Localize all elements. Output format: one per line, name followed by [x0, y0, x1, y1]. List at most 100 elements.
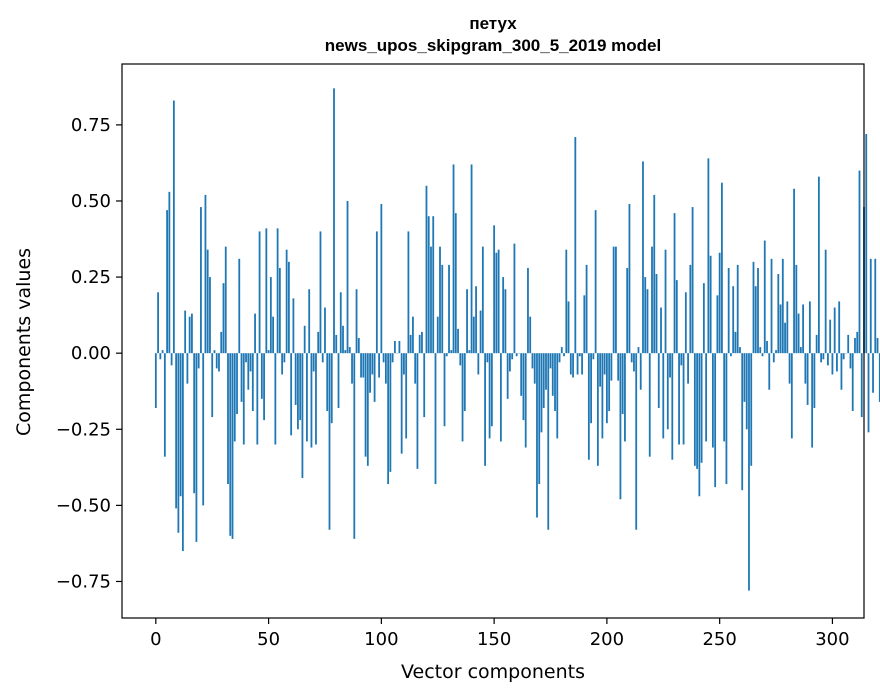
bar — [355, 289, 358, 354]
bar — [172, 100, 175, 354]
bar — [759, 347, 762, 354]
bar — [836, 353, 838, 372]
bar — [651, 246, 653, 354]
bar — [443, 353, 446, 427]
bar — [416, 353, 419, 469]
bar — [515, 353, 518, 357]
bar — [254, 313, 256, 354]
bar — [495, 252, 498, 354]
bar — [820, 353, 823, 363]
bar — [856, 331, 859, 354]
bar — [281, 353, 284, 375]
bar — [168, 191, 171, 354]
bar — [790, 353, 793, 439]
bar — [382, 353, 385, 363]
bar — [409, 334, 412, 354]
bar — [802, 304, 804, 354]
bar — [736, 264, 739, 354]
bar — [427, 216, 430, 354]
bar — [445, 353, 448, 357]
bar — [260, 353, 263, 399]
bar — [615, 246, 617, 354]
bar — [177, 353, 180, 533]
bar — [592, 353, 595, 360]
bar — [547, 353, 550, 530]
bar — [321, 353, 324, 363]
bar — [842, 353, 845, 360]
x-tick-label: 100 — [364, 629, 398, 650]
bar — [829, 319, 832, 354]
bar — [754, 286, 757, 354]
bar — [161, 350, 164, 354]
bar — [285, 249, 288, 354]
bar — [380, 204, 383, 354]
bar — [811, 353, 814, 448]
bar — [371, 353, 374, 375]
bar — [238, 258, 241, 354]
bar — [867, 353, 870, 433]
bar — [506, 353, 509, 399]
bar — [490, 353, 493, 427]
bar — [353, 353, 356, 539]
bar — [757, 267, 759, 354]
bar — [707, 158, 710, 354]
bar-series — [154, 88, 880, 591]
bar — [432, 216, 435, 354]
bar — [779, 304, 782, 354]
bar — [157, 292, 159, 354]
bar — [675, 280, 678, 354]
bar — [452, 164, 455, 354]
x-tick-label: 200 — [590, 629, 624, 650]
bar — [590, 353, 592, 424]
bar — [574, 137, 577, 354]
bar — [824, 249, 827, 354]
bar — [339, 292, 342, 354]
bar — [283, 353, 286, 363]
bar — [393, 341, 396, 354]
bar — [766, 341, 768, 354]
bar — [815, 334, 818, 354]
bar — [200, 207, 202, 354]
bar — [470, 164, 473, 354]
y-tick-label: 0.00 — [71, 343, 111, 364]
bar — [578, 353, 581, 357]
bar — [457, 328, 459, 354]
bar — [813, 353, 816, 408]
bar — [678, 353, 680, 445]
bar — [263, 353, 265, 421]
bar — [265, 228, 268, 354]
bar — [739, 347, 741, 354]
bar — [617, 353, 620, 381]
bar — [218, 353, 220, 372]
bar — [384, 353, 387, 384]
bar — [303, 325, 306, 354]
bar — [718, 252, 721, 354]
bar — [827, 353, 829, 366]
bar — [484, 353, 486, 466]
bar — [222, 283, 225, 354]
bar — [838, 301, 841, 354]
y-tick-label: 0.50 — [71, 191, 111, 212]
bar — [732, 286, 735, 354]
bar — [680, 353, 683, 366]
bar — [475, 286, 477, 354]
bar — [312, 353, 315, 372]
bar — [211, 353, 214, 418]
bar — [333, 88, 335, 354]
x-tick-label: 50 — [257, 629, 280, 650]
bar — [768, 353, 771, 390]
bar — [741, 353, 744, 491]
y-tick-label: −0.75 — [56, 571, 111, 592]
bar — [202, 353, 205, 506]
bar — [693, 353, 696, 466]
bar — [461, 353, 464, 442]
bar — [637, 347, 640, 354]
x-axis-label: Vector components — [401, 661, 585, 683]
bar — [610, 353, 613, 381]
bar — [170, 353, 173, 366]
bar — [558, 353, 561, 363]
bar — [175, 353, 178, 509]
bar — [274, 353, 277, 445]
bar — [290, 353, 293, 436]
bar — [711, 353, 714, 448]
